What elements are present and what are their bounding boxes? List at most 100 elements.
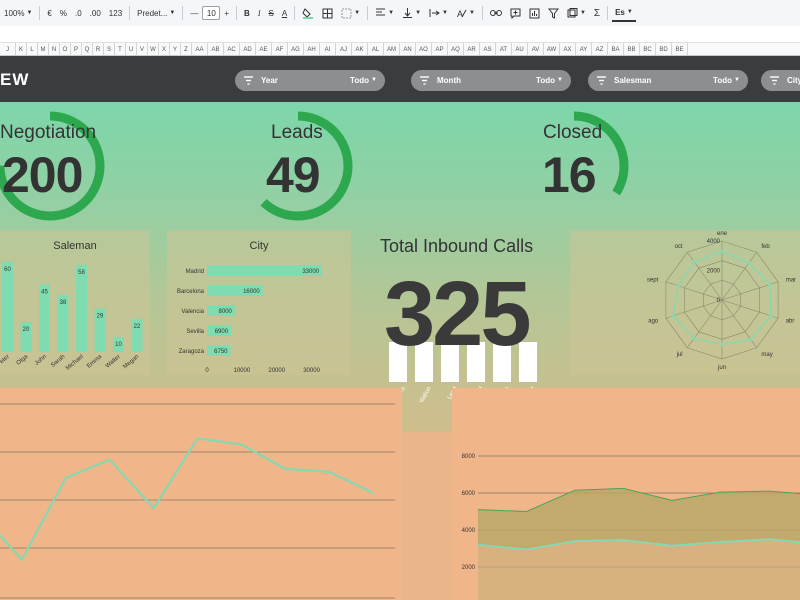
- column-header[interactable]: AX: [560, 43, 576, 55]
- filter-salesman[interactable]: Salesman Todo ▼: [588, 70, 748, 91]
- closed-area: [478, 488, 800, 550]
- column-header[interactable]: AA: [192, 43, 208, 55]
- column-header[interactable]: Y: [170, 43, 181, 55]
- column-header[interactable]: AE: [256, 43, 272, 55]
- language-select[interactable]: Es ▼: [612, 4, 636, 22]
- filter-icon[interactable]: [545, 4, 562, 22]
- bar: [94, 308, 106, 352]
- functions-button[interactable]: Σ: [593, 7, 601, 19]
- insert-link-icon[interactable]: [487, 4, 505, 22]
- column-header[interactable]: AR: [464, 43, 480, 55]
- column-header[interactable]: AT: [496, 43, 512, 55]
- zoom-select[interactable]: 100% ▼: [1, 4, 35, 22]
- increase-decimals-button[interactable]: .00: [89, 8, 101, 18]
- column-header[interactable]: M: [38, 43, 49, 55]
- insert-chart-icon[interactable]: [526, 4, 543, 22]
- column-header[interactable]: AN: [400, 43, 416, 55]
- percent-format-button[interactable]: %: [59, 8, 67, 18]
- column-header[interactable]: U: [126, 43, 137, 55]
- total-calls-value: 325: [384, 263, 531, 365]
- fill-color-icon[interactable]: [299, 4, 317, 22]
- filter-year[interactable]: Year Todo ▼: [235, 70, 385, 91]
- bar: [441, 342, 459, 382]
- column-header[interactable]: BD: [656, 43, 672, 55]
- italic-button[interactable]: I: [257, 8, 261, 18]
- column-header[interactable]: L: [27, 43, 38, 55]
- column-header[interactable]: BB: [624, 43, 640, 55]
- bold-button[interactable]: B: [244, 8, 250, 18]
- column-header[interactable]: AH: [304, 43, 320, 55]
- text-rotation-icon[interactable]: A ▼: [453, 4, 478, 22]
- number-format-button[interactable]: 123: [108, 8, 123, 18]
- column-header[interactable]: BE: [672, 43, 688, 55]
- column-header[interactable]: O: [60, 43, 71, 55]
- city-bar-chart: Madrid 33000 Barcelona 16000 Valencia 8000 Sev…: [177, 265, 323, 374]
- column-header[interactable]: P: [71, 43, 82, 55]
- text-color-button[interactable]: A: [281, 8, 288, 18]
- font-size-input[interactable]: 10: [202, 6, 221, 20]
- strikethrough-button[interactable]: S: [268, 8, 274, 18]
- filter-month[interactable]: Month Todo ▼: [411, 70, 571, 91]
- column-header[interactable]: W: [148, 43, 159, 55]
- column-header[interactable]: AM: [384, 43, 400, 55]
- column-header[interactable]: AQ: [448, 43, 464, 55]
- text-wrap-icon[interactable]: ▼: [426, 4, 451, 22]
- column-header[interactable]: Z: [181, 43, 192, 55]
- decrease-decimals-button[interactable]: .0: [75, 8, 82, 18]
- column-header[interactable]: AL: [368, 43, 384, 55]
- radar-point: [720, 249, 724, 254]
- vertical-align-icon[interactable]: ▼: [399, 4, 424, 22]
- spreadsheet-toolbar: 100% ▼ € % .0 .00 123 Predet... ▼ — 10 + B…: [0, 0, 800, 26]
- insert-comment-icon[interactable]: [507, 4, 524, 22]
- borders-icon[interactable]: [319, 4, 336, 22]
- font-size-increase-button[interactable]: +: [224, 8, 230, 18]
- column-header[interactable]: K: [16, 43, 27, 55]
- tick-label: Peter: [0, 354, 11, 368]
- column-header[interactable]: AV: [528, 43, 544, 55]
- column-header[interactable]: Q: [82, 43, 93, 55]
- font-select[interactable]: Predet... ▼: [134, 4, 178, 22]
- column-header[interactable]: AI: [320, 43, 336, 55]
- chevron-down-icon: ▼: [468, 10, 475, 16]
- toolbar-divider: [129, 6, 131, 20]
- column-header[interactable]: AK: [352, 43, 368, 55]
- column-header[interactable]: BA: [608, 43, 624, 55]
- horizontal-align-icon[interactable]: ▼: [372, 4, 397, 22]
- column-header[interactable]: N: [49, 43, 60, 55]
- column-header[interactable]: S: [104, 43, 115, 55]
- filter-views-icon[interactable]: ▼: [564, 4, 589, 22]
- radar-spoke: [687, 299, 723, 348]
- column-header[interactable]: AW: [544, 43, 560, 55]
- column-header[interactable]: AG: [288, 43, 304, 55]
- column-header[interactable]: AF: [272, 43, 288, 55]
- column-header[interactable]: R: [93, 43, 104, 55]
- column-header[interactable]: BC: [640, 43, 656, 55]
- column-header[interactable]: AJ: [336, 43, 352, 55]
- tick-label: Barcelona: [177, 289, 205, 295]
- filter-city[interactable]: City: [761, 70, 800, 91]
- column-header[interactable]: AP: [432, 43, 448, 55]
- column-header[interactable]: T: [115, 43, 126, 55]
- tick-label: 6000: [462, 491, 476, 497]
- font-size-decrease-button[interactable]: —: [190, 8, 199, 18]
- column-header[interactable]: AY: [576, 43, 592, 55]
- merge-cells-icon[interactable]: ▼: [338, 4, 363, 22]
- column-header[interactable]: AZ: [592, 43, 608, 55]
- column-header[interactable]: AU: [512, 43, 528, 55]
- filter-value: Todo: [713, 76, 732, 85]
- radar-point: [748, 337, 753, 342]
- column-header[interactable]: AC: [224, 43, 240, 55]
- column-header[interactable]: V: [137, 43, 148, 55]
- column-header[interactable]: J: [0, 43, 16, 55]
- column-header[interactable]: X: [159, 43, 170, 55]
- svg-text:A: A: [457, 9, 463, 18]
- tick-label: Zaragoza: [179, 349, 205, 355]
- column-header[interactable]: AB: [208, 43, 224, 55]
- chevron-down-icon: ▼: [579, 10, 586, 16]
- column-header[interactable]: AS: [480, 43, 496, 55]
- column-header[interactable]: AO: [416, 43, 432, 55]
- currency-format-button[interactable]: €: [47, 8, 52, 18]
- column-header[interactable]: AD: [240, 43, 256, 55]
- dashboard-brand: EW: [0, 70, 30, 89]
- tick-label: Sarah: [50, 354, 66, 369]
